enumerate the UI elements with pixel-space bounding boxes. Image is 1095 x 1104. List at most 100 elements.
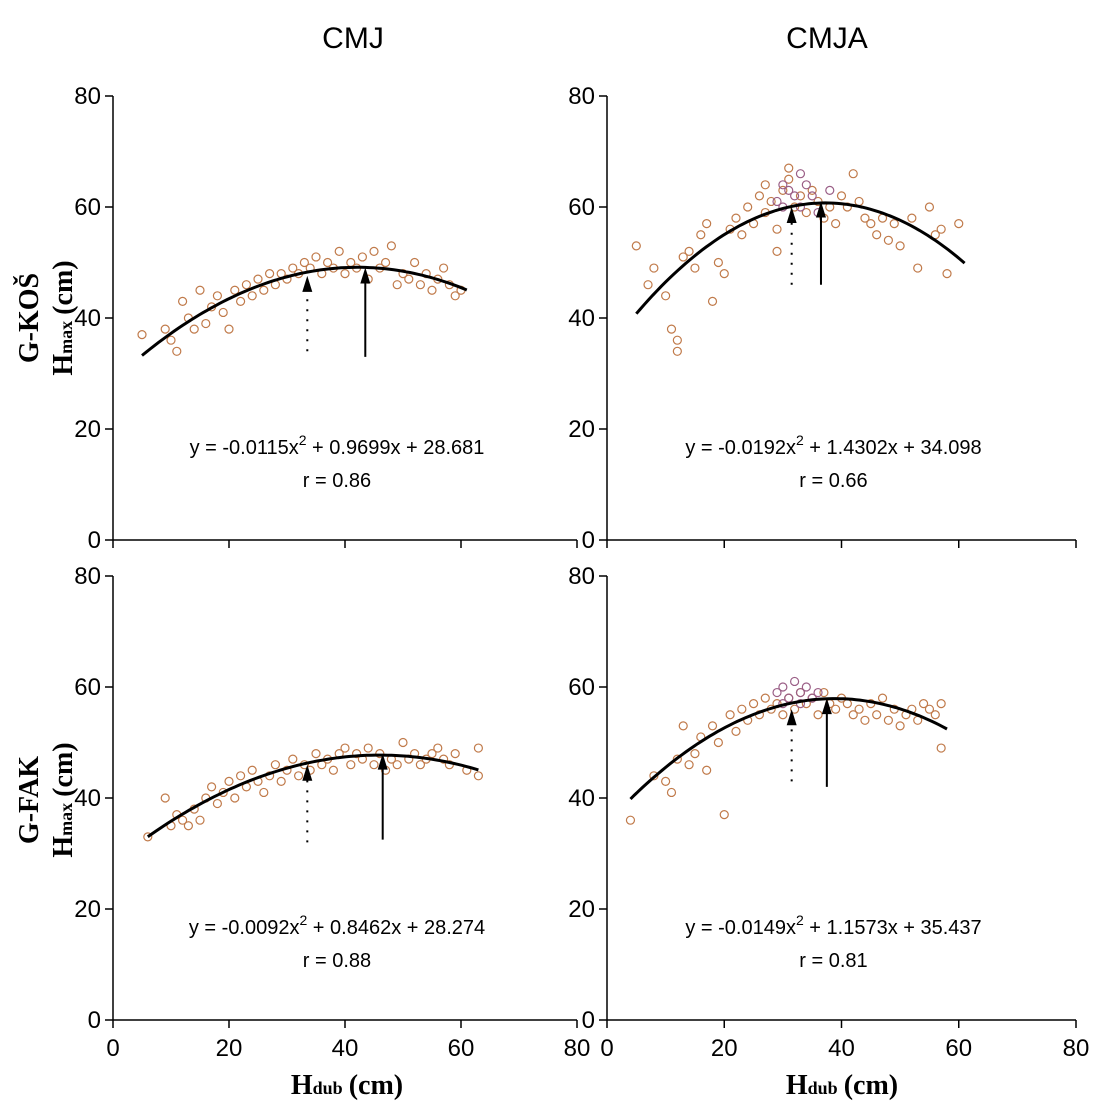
data-point <box>696 230 706 240</box>
data-point <box>247 291 257 301</box>
data-point <box>860 715 870 725</box>
x-tick-label: 0 <box>600 1035 613 1062</box>
fit-equation: y = -0.0092x2 + 0.8462x + 28.274 <box>189 912 485 939</box>
data-point <box>352 748 362 759</box>
data-point <box>207 782 217 792</box>
data-point <box>836 191 847 201</box>
data-point <box>848 169 858 179</box>
fit-curve <box>146 753 479 838</box>
data-point <box>311 748 321 759</box>
y-tick-label: 0 <box>88 1007 101 1034</box>
data-point <box>889 219 899 229</box>
data-point <box>230 793 240 803</box>
fit-r-value: r = 0.86 <box>303 470 371 492</box>
data-point <box>672 335 682 345</box>
data-point <box>795 191 806 201</box>
arrow-head <box>786 709 797 726</box>
data-point <box>918 699 929 709</box>
data-point <box>789 191 800 201</box>
data-point <box>936 699 946 709</box>
data-point <box>678 252 688 262</box>
arrow-head <box>302 275 313 292</box>
data-point <box>672 754 682 764</box>
data-point <box>784 693 794 703</box>
data-point <box>415 280 425 290</box>
data-point <box>166 335 176 345</box>
data-point <box>807 185 817 195</box>
data-point <box>392 280 402 290</box>
y-tick-label: 40 <box>568 305 595 332</box>
data-point <box>772 246 782 256</box>
y-tick-label: 40 <box>74 785 101 812</box>
data-point <box>678 721 688 731</box>
data-point <box>625 815 636 825</box>
y-tick-label: 80 <box>568 563 595 590</box>
data-point <box>230 285 240 295</box>
data-point <box>789 676 800 687</box>
data-point <box>404 274 414 284</box>
data-point <box>398 269 408 279</box>
x-axis-title-right: Hdub (cm) <box>786 1070 898 1101</box>
data-point <box>848 710 858 720</box>
data-point <box>265 269 275 279</box>
data-point <box>801 207 811 218</box>
data-point <box>450 748 460 759</box>
fit-curve <box>629 697 948 801</box>
data-point <box>942 269 952 279</box>
data-point <box>772 687 782 698</box>
y-tick-label: 80 <box>74 563 101 590</box>
data-point <box>748 699 759 709</box>
data-point <box>649 263 659 273</box>
x-tick-label: 20 <box>711 1035 738 1062</box>
data-point <box>410 257 420 268</box>
y-tick-label: 20 <box>568 896 595 923</box>
data-point <box>731 726 741 737</box>
data-point <box>661 291 671 301</box>
data-point <box>731 213 741 223</box>
data-point <box>801 682 811 692</box>
row-label-group-bottom: G-FAK <box>14 756 45 844</box>
data-point <box>357 252 367 262</box>
data-point <box>270 760 280 770</box>
data-point <box>661 776 671 786</box>
panel-top-left: 0 20 40 60 80 y = -0.0115x2 + 0.9699x + 28.68… <box>74 83 578 554</box>
data-point <box>854 704 864 714</box>
fit-equation: y = -0.0149x2 + 1.1573x + 35.437 <box>685 912 981 939</box>
data-point <box>842 699 852 709</box>
data-point <box>201 318 211 329</box>
data-point <box>690 263 700 273</box>
data-point <box>707 296 718 306</box>
data-point <box>323 257 333 268</box>
data-point <box>825 185 835 195</box>
data-point <box>789 704 800 714</box>
data-point <box>690 748 700 759</box>
y-tick-label: 40 <box>568 785 595 812</box>
data-point <box>831 219 841 229</box>
data-point <box>936 743 946 753</box>
data-point <box>143 832 153 842</box>
data-point <box>666 324 677 334</box>
data-point <box>178 296 188 306</box>
data-point <box>831 704 841 714</box>
data-point <box>702 765 712 775</box>
data-point <box>924 704 935 714</box>
y-tick-label: 60 <box>74 194 101 221</box>
data-point <box>819 687 829 698</box>
panel-top-right: 0 20 40 60 80 y = -0.0192x2 + 1.4302x + 34.09… <box>568 83 1077 554</box>
data-point <box>883 715 894 725</box>
x-tick-label: 40 <box>332 1035 359 1062</box>
data-point <box>427 748 437 759</box>
data-point <box>784 163 794 173</box>
data-point <box>801 180 811 190</box>
data-point <box>784 185 794 195</box>
data-point <box>195 285 205 295</box>
data-point <box>778 180 788 190</box>
data-point <box>450 291 460 301</box>
data-point <box>160 793 170 803</box>
data-point <box>172 346 182 356</box>
data-point <box>160 324 170 334</box>
data-point <box>913 263 923 273</box>
data-point <box>288 263 298 273</box>
data-point <box>363 743 373 753</box>
data-point <box>954 219 964 229</box>
